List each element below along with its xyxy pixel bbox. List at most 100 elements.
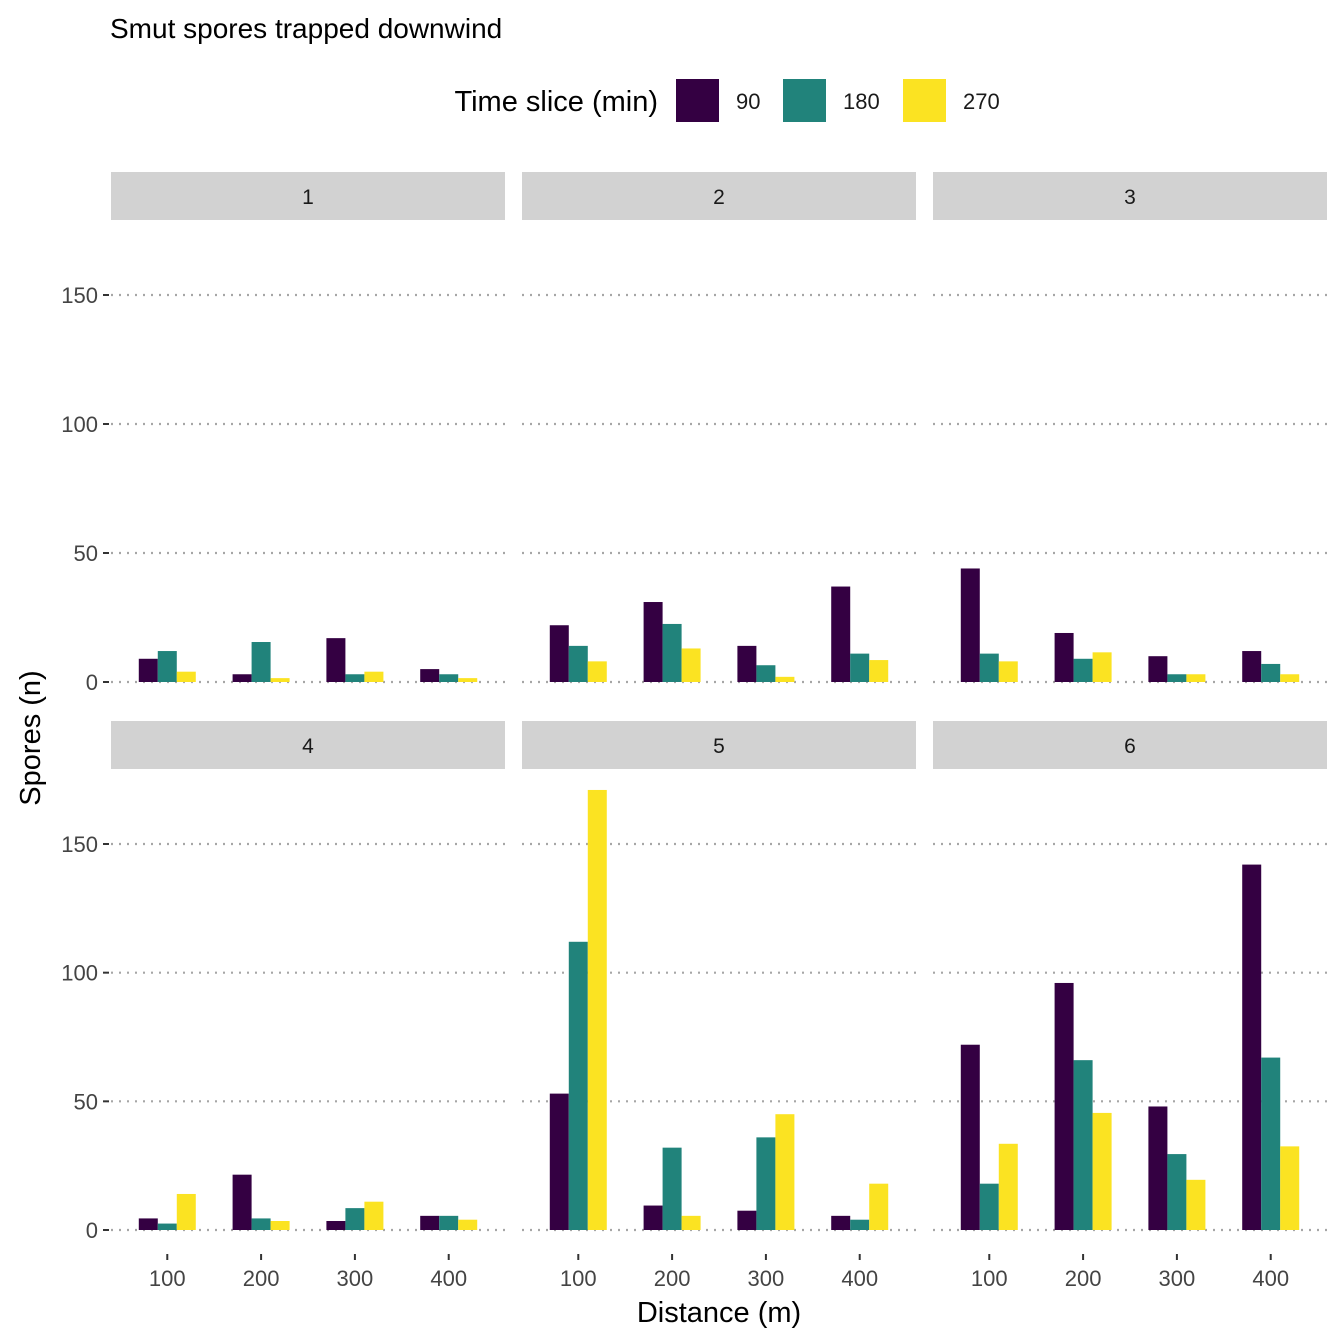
bar-4-300-270 bbox=[364, 1201, 384, 1230]
legend-label-180: 180 bbox=[843, 89, 880, 114]
x-axis-title: Distance (m) bbox=[637, 1297, 801, 1329]
x-tick-label: 300 bbox=[748, 1266, 785, 1291]
bar-2-200-90 bbox=[643, 602, 663, 682]
facet-strip bbox=[933, 172, 1327, 220]
y-tick-label: 50 bbox=[74, 1089, 98, 1114]
chart-title: Smut spores trapped downwind bbox=[110, 13, 502, 44]
facet-panel-6: 6 100 200 300 400 bbox=[933, 721, 1327, 1291]
bar-1-200-90 bbox=[232, 674, 252, 682]
bar-6-400-270 bbox=[1280, 1146, 1300, 1230]
facet-panel-2: 2 bbox=[522, 172, 916, 684]
bar-2-100-180 bbox=[568, 645, 588, 682]
x-tick-label: 400 bbox=[430, 1266, 467, 1291]
bar-3-400-90 bbox=[1242, 651, 1262, 682]
bar-2-100-270 bbox=[587, 661, 607, 682]
bar-3-400-270 bbox=[1280, 674, 1300, 682]
bar-3-200-270 bbox=[1092, 652, 1112, 682]
bar-6-200-180 bbox=[1073, 1060, 1093, 1230]
x-tick-label: 100 bbox=[971, 1266, 1008, 1291]
y-tick-label: 0 bbox=[86, 670, 98, 695]
bar-4-300-90 bbox=[326, 1220, 346, 1230]
facet-panel-5: 5 100 200 300 400 bbox=[522, 721, 916, 1291]
bar-6-100-270 bbox=[998, 1143, 1018, 1230]
facet-strip-label: 3 bbox=[1124, 186, 1136, 209]
bar-1-200-270 bbox=[270, 678, 290, 682]
bar-4-400-90 bbox=[420, 1215, 440, 1230]
x-tick-label: 300 bbox=[337, 1266, 374, 1291]
bar-2-400-270 bbox=[869, 660, 889, 682]
bar-1-300-90 bbox=[326, 638, 346, 682]
bar-1-400-270 bbox=[458, 678, 478, 682]
bar-4-100-90 bbox=[138, 1218, 158, 1230]
bar-2-400-180 bbox=[850, 653, 870, 682]
y-tick-label: 150 bbox=[61, 283, 98, 308]
bar-3-300-270 bbox=[1186, 674, 1206, 682]
bar-6-200-90 bbox=[1054, 982, 1074, 1230]
bar-2-200-270 bbox=[681, 648, 701, 682]
facet-strip-label: 4 bbox=[302, 735, 314, 758]
bar-5-200-180 bbox=[662, 1147, 682, 1230]
legend-key-90 bbox=[676, 79, 719, 122]
bar-4-200-90 bbox=[232, 1174, 252, 1230]
bar-2-100-90 bbox=[549, 625, 569, 682]
facet-panel-1: 1 0 50 100 150 bbox=[61, 172, 505, 695]
bar-4-100-270 bbox=[176, 1193, 196, 1230]
bar-5-400-90 bbox=[831, 1215, 851, 1230]
bar-4-300-180 bbox=[345, 1208, 365, 1230]
bar-3-300-180 bbox=[1167, 674, 1187, 682]
bar-2-300-270 bbox=[775, 676, 795, 682]
bar-1-100-90 bbox=[138, 658, 158, 682]
y-tick-label: 100 bbox=[61, 961, 98, 986]
y-tick-label: 150 bbox=[61, 832, 98, 857]
bar-6-100-90 bbox=[960, 1044, 980, 1230]
legend: 90 180 270 bbox=[676, 79, 1000, 122]
bar-6-400-180 bbox=[1261, 1057, 1281, 1230]
bar-2-200-180 bbox=[662, 623, 682, 682]
x-tick-label: 100 bbox=[149, 1266, 186, 1291]
y-axis-title: Spores (n) bbox=[15, 670, 47, 805]
bar-3-400-180 bbox=[1261, 663, 1281, 682]
bar-5-400-180 bbox=[850, 1219, 870, 1230]
bar-6-200-270 bbox=[1092, 1112, 1112, 1230]
bar-5-100-270 bbox=[587, 789, 607, 1230]
bar-5-200-270 bbox=[681, 1215, 701, 1230]
bar-5-300-270 bbox=[775, 1114, 795, 1230]
bar-4-100-180 bbox=[157, 1223, 177, 1230]
bar-5-100-180 bbox=[568, 941, 588, 1230]
bar-6-400-90 bbox=[1242, 864, 1262, 1230]
bar-2-300-90 bbox=[737, 645, 757, 682]
bar-4-200-180 bbox=[251, 1218, 271, 1230]
facet-strip-label: 1 bbox=[302, 186, 314, 209]
x-tick-label: 200 bbox=[1065, 1266, 1102, 1291]
legend-key-180 bbox=[783, 79, 826, 122]
facet-strip bbox=[522, 172, 916, 220]
bar-3-100-180 bbox=[979, 653, 999, 682]
bar-6-100-180 bbox=[979, 1183, 999, 1230]
legend-label-270: 270 bbox=[963, 89, 1000, 114]
bar-5-100-90 bbox=[549, 1093, 569, 1230]
legend-title: Time slice (min) bbox=[454, 86, 658, 118]
bar-4-400-270 bbox=[458, 1219, 478, 1230]
bar-4-200-270 bbox=[270, 1220, 290, 1230]
x-tick-label: 400 bbox=[841, 1266, 878, 1291]
bar-6-300-90 bbox=[1148, 1106, 1168, 1230]
legend-key-270 bbox=[903, 79, 946, 122]
bar-1-300-180 bbox=[345, 674, 365, 682]
facet-strip-label: 2 bbox=[713, 186, 725, 209]
bar-1-400-180 bbox=[439, 674, 459, 682]
y-tick-label: 100 bbox=[61, 412, 98, 437]
bar-1-200-180 bbox=[251, 642, 271, 682]
bar-5-300-90 bbox=[737, 1210, 757, 1230]
y-tick-label: 0 bbox=[86, 1218, 98, 1243]
bar-5-400-270 bbox=[869, 1183, 889, 1230]
facet-strip bbox=[111, 721, 505, 769]
x-tick-label: 400 bbox=[1252, 1266, 1289, 1291]
x-tick-label: 300 bbox=[1159, 1266, 1196, 1291]
x-tick-label: 200 bbox=[654, 1266, 691, 1291]
facet-strip-label: 5 bbox=[713, 735, 725, 758]
facet-strip bbox=[933, 721, 1327, 769]
bar-5-200-90 bbox=[643, 1205, 663, 1230]
bar-6-300-180 bbox=[1167, 1154, 1187, 1230]
bar-1-100-180 bbox=[157, 651, 177, 682]
y-tick-label: 50 bbox=[74, 541, 98, 566]
